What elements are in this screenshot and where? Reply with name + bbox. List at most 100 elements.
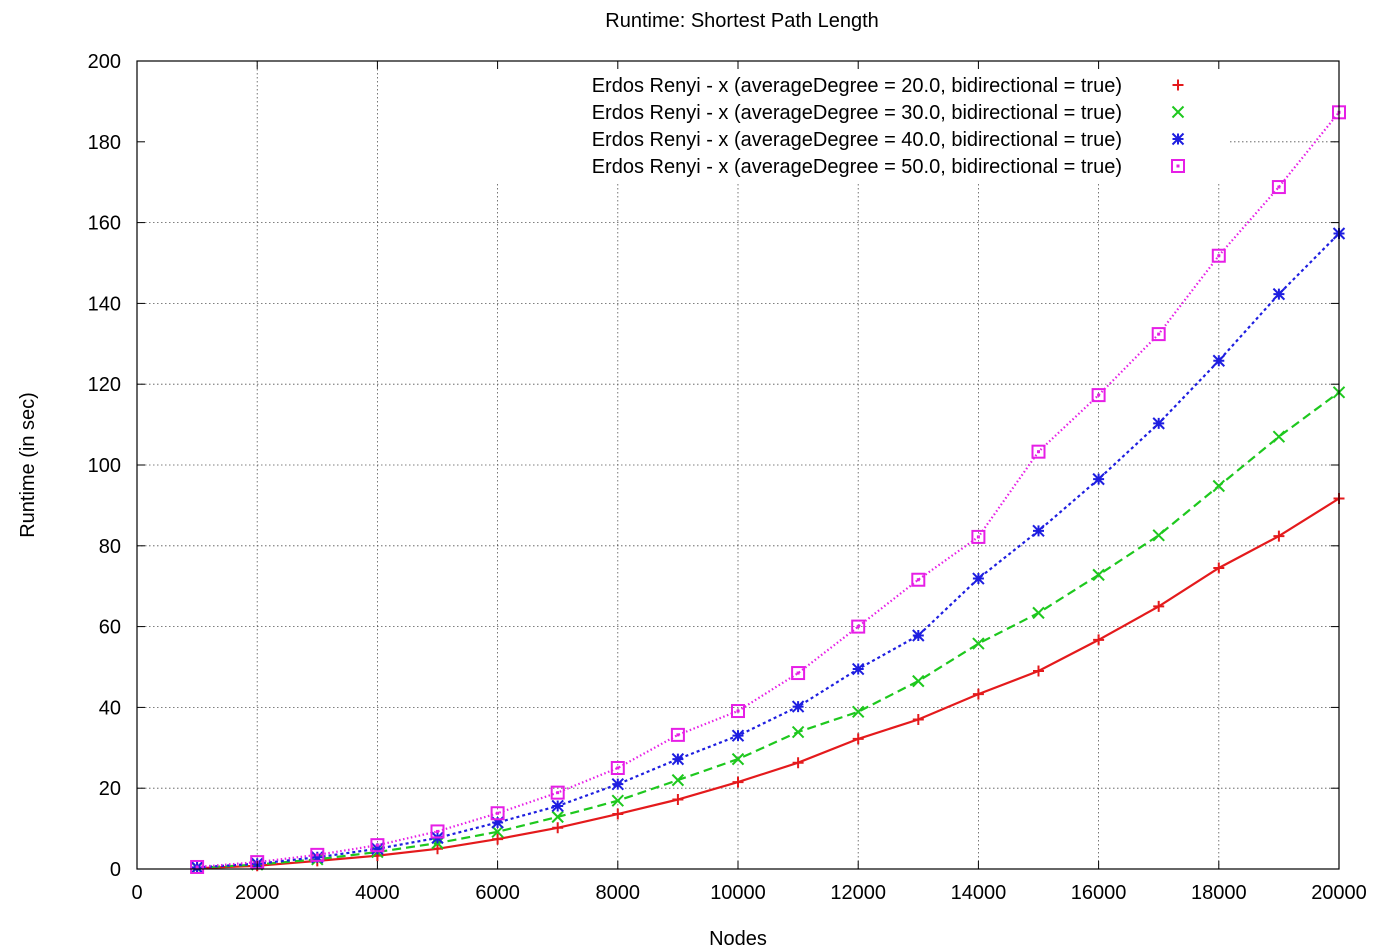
data-point-box	[610, 761, 625, 775]
data-point-box	[851, 619, 866, 634]
data-point	[1031, 444, 1046, 459]
data-point	[1172, 79, 1184, 91]
data-point	[432, 843, 443, 855]
data-point-dot	[736, 709, 740, 713]
data-point	[1271, 180, 1286, 195]
data-point	[1273, 530, 1285, 542]
data-point	[612, 808, 624, 820]
x-tick-label: 2000	[235, 882, 280, 904]
data-point	[1272, 430, 1286, 443]
data-point	[911, 572, 926, 587]
data-point	[792, 757, 804, 769]
data-point	[610, 761, 625, 775]
chart-title: Runtime: Shortest Path Length	[605, 10, 879, 32]
data-point	[731, 752, 745, 766]
data-point-box	[1171, 159, 1185, 173]
data-point	[1152, 529, 1165, 542]
data-point	[492, 833, 504, 845]
data-point-dot	[976, 535, 980, 539]
data-point	[550, 785, 565, 800]
data-point-box	[430, 824, 445, 839]
data-point-dot	[796, 671, 800, 675]
data-point	[972, 572, 985, 585]
y-tick-label: 160	[88, 213, 121, 235]
data-point	[791, 725, 805, 739]
data-point	[1092, 472, 1105, 486]
y-tick-label: 0	[110, 859, 121, 881]
data-point	[791, 700, 805, 713]
data-point	[671, 752, 685, 766]
y-tick-label: 60	[99, 617, 121, 639]
data-point-box	[791, 666, 806, 681]
series-4	[190, 105, 1346, 874]
x-tick-label: 4000	[355, 882, 400, 904]
data-point	[1153, 600, 1165, 612]
data-point-box	[310, 847, 325, 862]
data-point	[1272, 287, 1286, 301]
data-point	[491, 816, 504, 829]
data-point	[311, 851, 324, 864]
data-point	[310, 847, 325, 862]
series-1	[191, 493, 1345, 874]
x-tick-label: 12000	[830, 882, 886, 904]
data-point-box	[731, 704, 745, 719]
data-point	[670, 727, 685, 742]
x-axis-label: Nodes	[709, 928, 767, 950]
data-point-box	[1091, 388, 1106, 403]
data-point-dot	[195, 865, 199, 869]
data-point	[190, 859, 205, 874]
data-point	[1152, 417, 1165, 430]
data-point	[851, 705, 865, 719]
data-point	[971, 529, 986, 544]
y-tick-label: 100	[88, 455, 121, 477]
data-point	[1212, 354, 1226, 367]
x-tick-label: 20000	[1311, 882, 1367, 904]
data-point-dot	[375, 843, 379, 847]
data-point	[611, 794, 625, 807]
data-point	[611, 777, 625, 791]
data-point-dot	[1217, 254, 1221, 258]
data-point-box	[670, 727, 685, 742]
data-point-box	[370, 838, 385, 853]
data-point	[671, 773, 685, 787]
data-point	[1091, 388, 1106, 403]
data-point-dot	[1277, 185, 1281, 189]
y-tick-label: 120	[88, 374, 121, 396]
data-point	[491, 825, 504, 839]
data-point	[1033, 665, 1044, 677]
data-point-dot	[856, 625, 860, 629]
y-axis-label: Runtime (in sec)	[17, 392, 39, 538]
data-point	[731, 704, 745, 719]
x-tick-label: 0	[131, 882, 142, 904]
data-point-dot	[676, 733, 680, 737]
data-point	[852, 733, 864, 745]
data-point	[551, 810, 564, 824]
data-point	[731, 729, 745, 742]
legend: Erdos Renyi - x (averageDegree = 20.0, b…	[592, 75, 1185, 178]
data-point	[732, 776, 744, 788]
data-point	[1032, 606, 1045, 620]
y-tick-label: 200	[88, 51, 121, 73]
data-point	[1093, 634, 1105, 646]
data-point	[490, 806, 505, 821]
data-point-dot	[556, 791, 560, 795]
data-point-box	[550, 785, 565, 800]
x-tick-label: 6000	[475, 882, 520, 904]
data-point	[972, 688, 984, 700]
x-tick-label: 16000	[1071, 882, 1127, 904]
data-point-box	[1211, 248, 1226, 263]
data-point	[672, 794, 684, 806]
data-point	[912, 674, 925, 688]
x-tick-label: 8000	[596, 882, 641, 904]
data-point	[1151, 327, 1166, 342]
data-point	[1211, 248, 1226, 263]
x-tick-label: 10000	[710, 882, 766, 904]
x-tick-label: 14000	[951, 882, 1007, 904]
data-point-dot	[1157, 332, 1161, 336]
data-point	[912, 629, 925, 642]
series-line	[197, 497, 1340, 870]
legend-entry-label: Erdos Renyi - x (averageDegree = 20.0, b…	[592, 75, 1122, 97]
data-point-box	[1031, 444, 1046, 459]
axis-ticks: 0 2000 4000 6000 8000 10000 12000 14000 16000 180…	[88, 51, 1367, 904]
